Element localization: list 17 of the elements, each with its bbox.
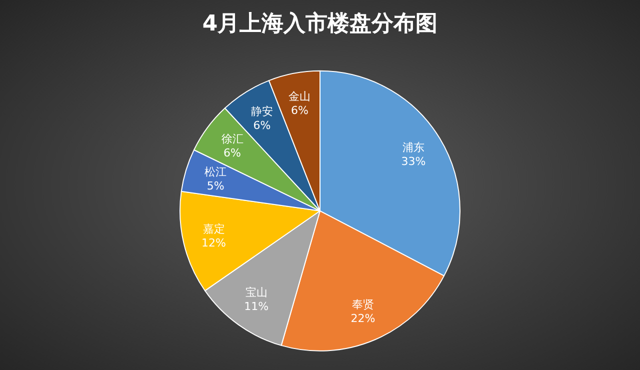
data-label: 11% (244, 300, 269, 314)
slice-label: 奉贤 (352, 298, 374, 311)
data-label: 12% (202, 236, 226, 250)
slice-label: 静安 (251, 104, 274, 118)
slice-label: 松江 (204, 166, 227, 179)
chart-title: 4月上海入市楼盘分布图 (202, 10, 438, 36)
slice-label: 金山 (288, 90, 311, 104)
data-label: 22% (350, 312, 376, 325)
data-label: 6% (253, 118, 271, 132)
data-label: 5% (206, 180, 224, 193)
slice-label: 浦东 (402, 140, 424, 154)
slice-label: 徐汇 (221, 132, 244, 146)
slice-label: 嘉定 (202, 222, 225, 236)
data-label: 6% (224, 146, 241, 160)
slice-label: 宝山 (245, 286, 268, 300)
data-label: 33% (401, 154, 426, 168)
data-label: 6% (291, 104, 308, 118)
